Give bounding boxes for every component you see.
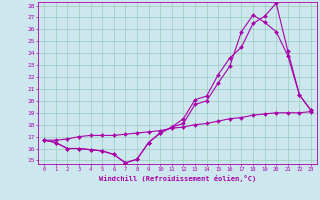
- X-axis label: Windchill (Refroidissement éolien,°C): Windchill (Refroidissement éolien,°C): [99, 175, 256, 182]
